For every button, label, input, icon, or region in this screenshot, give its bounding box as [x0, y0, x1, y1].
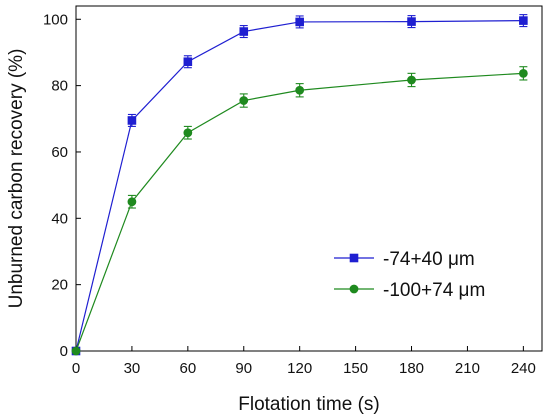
- data-point: [127, 197, 137, 207]
- plot-frame: [75, 5, 543, 352]
- series-2: [71, 66, 528, 356]
- plot-border: [75, 5, 543, 352]
- x-tick-label: 90: [235, 360, 252, 377]
- x-tick-label: 30: [124, 360, 141, 377]
- series-layer: [71, 14, 528, 356]
- data-point: [295, 17, 304, 27]
- y-tick-label: 60: [51, 144, 68, 161]
- data-point: [71, 346, 81, 356]
- y-tick-label: 100: [43, 11, 68, 28]
- x-tick-label: 180: [399, 360, 424, 377]
- legend-label: -74+40 μm: [383, 249, 475, 270]
- series-line: [75, 19, 524, 352]
- legend-marker: [349, 284, 359, 294]
- legend: -74+40 μm -100+74 μm: [334, 249, 485, 301]
- data-point: [295, 85, 305, 95]
- series-line: [75, 72, 524, 352]
- data-point: [183, 128, 193, 138]
- x-tick-label: 60: [179, 360, 196, 377]
- x-tick-label: 150: [343, 360, 368, 377]
- data-point: [183, 57, 193, 67]
- y-tick-label: 80: [51, 78, 68, 95]
- data-point: [239, 96, 249, 105]
- legend-marker: [349, 253, 359, 263]
- data-point: [407, 75, 416, 85]
- y-axis-label: Unburned carbon recovery (%): [6, 49, 27, 309]
- y-tick-label: 20: [51, 277, 68, 294]
- data-point: [518, 68, 528, 78]
- axis-ticks: 0 30 60 90 120 150 180 210 240 0 20 40 60 80 100: [43, 11, 536, 377]
- legend-label: -100+74 μm: [383, 280, 485, 301]
- y-tick-label: 40: [51, 210, 68, 227]
- series-1: [71, 14, 528, 356]
- data-point: [407, 17, 416, 26]
- x-tick-label: 120: [287, 360, 312, 377]
- x-tick-label: 210: [455, 360, 480, 377]
- x-axis-label: Flotation time (s): [238, 394, 379, 415]
- x-tick-label: 0: [72, 360, 80, 377]
- data-point: [239, 27, 249, 36]
- data-point: [519, 16, 528, 25]
- x-tick-label: 240: [511, 360, 536, 377]
- data-point: [127, 116, 137, 125]
- y-tick-label: 0: [60, 343, 68, 360]
